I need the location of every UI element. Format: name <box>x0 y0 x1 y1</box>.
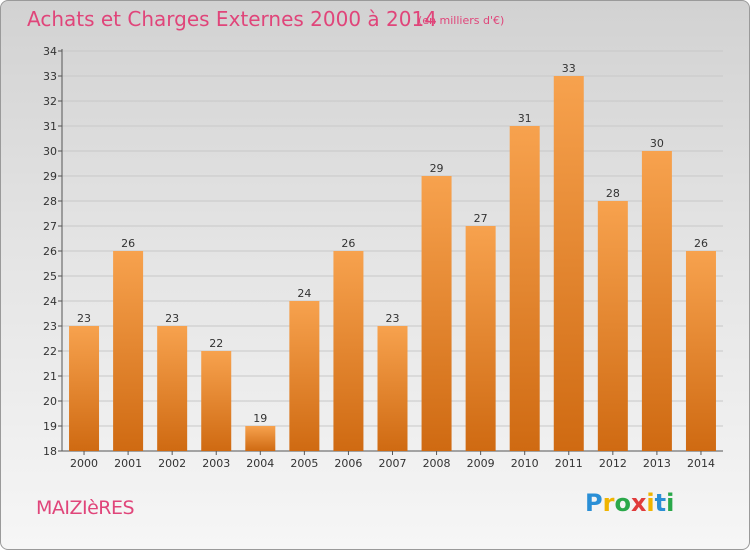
x-tick-label: 2005 <box>290 457 318 470</box>
x-tick-label: 2001 <box>114 457 142 470</box>
bar <box>553 76 584 451</box>
y-tick-label: 23 <box>43 320 57 333</box>
data-label: 19 <box>253 412 267 425</box>
bar <box>69 326 100 451</box>
bars: 23 26 23 22 19 24 26 23 29 27 31 33 28 30 26 <box>69 62 716 451</box>
y-tick-label: 25 <box>43 270 57 283</box>
x-tick-label: 2008 <box>423 457 451 470</box>
x-tick-label: 2009 <box>467 457 495 470</box>
data-label: 33 <box>562 62 576 75</box>
data-label: 27 <box>474 212 488 225</box>
bar <box>685 251 716 451</box>
y-tick-label: 28 <box>43 195 57 208</box>
y-tick-label: 22 <box>43 345 57 358</box>
bar <box>377 326 408 451</box>
bar <box>245 426 276 451</box>
bar <box>157 326 188 451</box>
data-label: 28 <box>606 187 620 200</box>
bar <box>421 176 452 451</box>
x-tick-label: 2011 <box>555 457 583 470</box>
y-tick-label: 32 <box>43 95 57 108</box>
chart-title: Achats et Charges Externes 2000 à 2014 <box>27 7 437 31</box>
x-tick-label: 2013 <box>643 457 671 470</box>
x-tick-label: 2007 <box>379 457 407 470</box>
bar <box>113 251 144 451</box>
x-tick-label: 2003 <box>202 457 230 470</box>
data-label: 23 <box>77 312 91 325</box>
data-label: 24 <box>297 287 311 300</box>
y-tick-label: 19 <box>43 420 57 433</box>
x-tick-label: 2012 <box>599 457 627 470</box>
y-tick-label: 30 <box>43 145 57 158</box>
bar <box>597 201 628 451</box>
x-tick-label: 2006 <box>334 457 362 470</box>
data-label: 29 <box>430 162 444 175</box>
bar <box>509 126 540 451</box>
data-label: 26 <box>121 237 135 250</box>
data-label: 26 <box>341 237 355 250</box>
y-tick-label: 26 <box>43 245 57 258</box>
y-tick-label: 20 <box>43 395 57 408</box>
data-label: 23 <box>165 312 179 325</box>
x-tick-label: 2002 <box>158 457 186 470</box>
y-tick-label: 21 <box>43 370 57 383</box>
bar <box>201 351 232 451</box>
y-tick-label: 27 <box>43 220 57 233</box>
logo-letter: i <box>666 489 675 517</box>
commune-name: MAIZIèRES <box>36 497 135 519</box>
logo-letter: P <box>585 489 603 517</box>
data-label: 31 <box>518 112 532 125</box>
y-tick-label: 34 <box>43 45 57 58</box>
y-tick-label: 33 <box>43 70 57 83</box>
data-label: 23 <box>386 312 400 325</box>
logo-letter: t <box>654 489 667 517</box>
logo-letter: r <box>602 489 615 517</box>
logo-letter: o <box>614 489 631 517</box>
x-tick-label: 2010 <box>511 457 539 470</box>
proxiti-logo: Proxiti <box>585 489 674 517</box>
y-tick-label: 31 <box>43 120 57 133</box>
y-tick-label: 18 <box>43 445 57 458</box>
bar <box>333 251 364 451</box>
x-tick-label: 2014 <box>687 457 715 470</box>
bar <box>289 301 320 451</box>
logo-letter: i <box>646 489 655 517</box>
bar <box>465 226 496 451</box>
y-tick-label: 29 <box>43 170 57 183</box>
data-label: 26 <box>694 237 708 250</box>
x-tick-label: 2000 <box>70 457 98 470</box>
data-label: 22 <box>209 337 223 350</box>
chart-subtitle: (en milliers d'€) <box>418 14 505 27</box>
x-tick-label: 2004 <box>246 457 274 470</box>
data-label: 30 <box>650 137 664 150</box>
logo-letter: x <box>630 489 647 517</box>
bar <box>641 151 672 451</box>
y-tick-label: 24 <box>43 295 57 308</box>
